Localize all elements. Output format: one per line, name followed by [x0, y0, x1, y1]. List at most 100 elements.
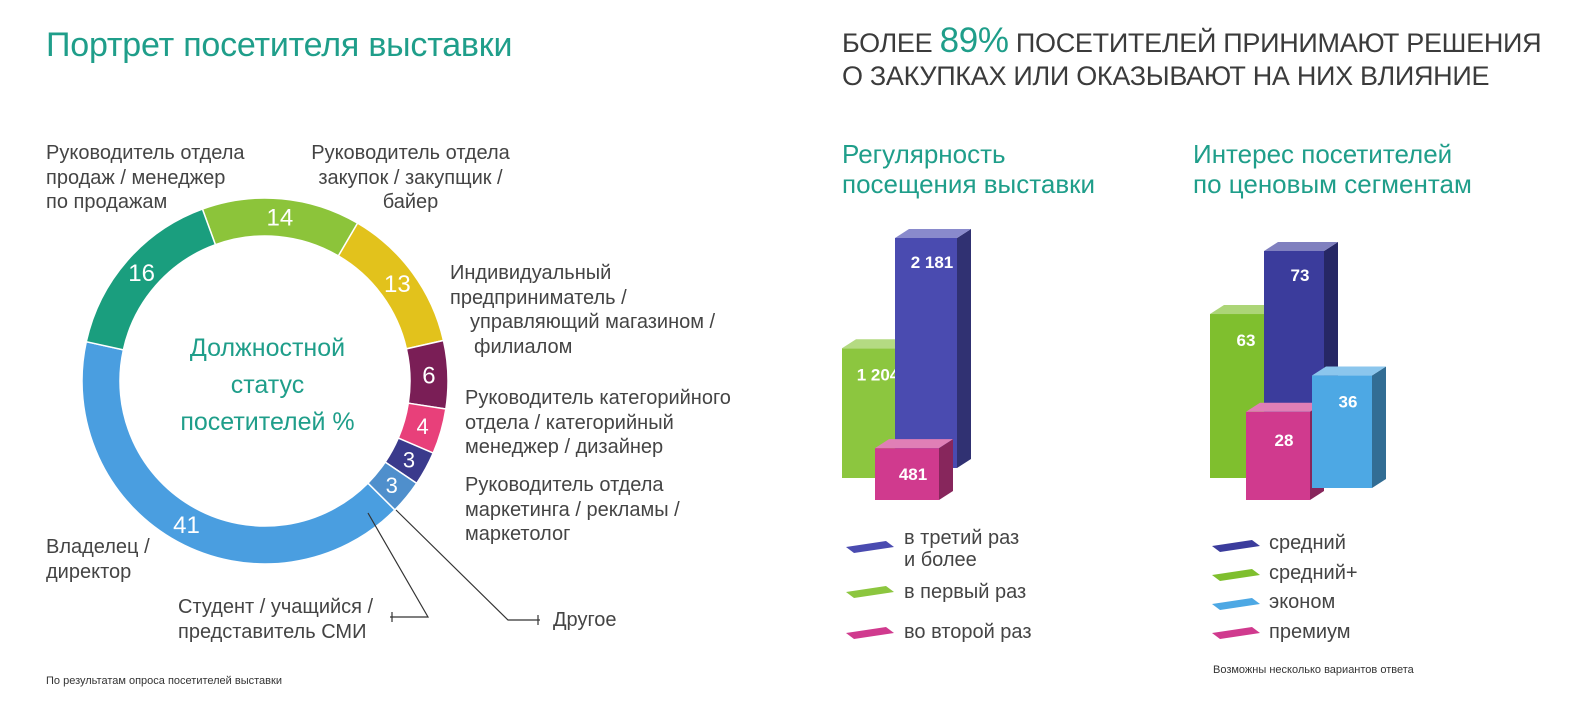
legend-item-middle: средний	[1269, 532, 1346, 554]
donut-slice	[85, 208, 217, 351]
legend-item-premium: премиум	[1269, 621, 1351, 643]
legend-item-first: в первый раз	[904, 581, 1026, 603]
title-line: посещения выставки	[842, 169, 1096, 199]
interest-title: Интерес посетителей по ценовым сегментам	[1193, 139, 1472, 199]
page-title: Портрет посетителя выставки	[46, 26, 513, 64]
legend-item-third: в третий раз и более	[904, 527, 1019, 571]
bar-front	[875, 448, 939, 500]
donut-value-label: 16	[128, 260, 155, 287]
legend-text: во второй раз	[904, 621, 1032, 643]
legend-swatch	[1212, 540, 1260, 552]
bar-side	[939, 439, 953, 500]
bar-value-label: 28	[1275, 431, 1294, 450]
bar-value-label: 1 204	[857, 365, 900, 384]
donut-value-label: 41	[173, 512, 200, 539]
label-purchase: Руководитель отдела закупок / закупщик /…	[303, 141, 518, 215]
label-line: представитель СМИ	[178, 620, 367, 643]
legend-item-second: во второй раз	[904, 621, 1032, 643]
bar-side	[957, 229, 971, 468]
label-sales: Руководитель отдела продаж / менеджер по…	[46, 141, 245, 215]
legend-swatch	[846, 586, 894, 598]
interest-bars: 63 73 28 36	[1210, 242, 1386, 500]
legend-swatch	[1212, 569, 1260, 581]
donut-center-label: Должностной статус посетителей %	[155, 330, 380, 441]
footnote-right: Возможны несколько вариантов ответа	[1213, 664, 1414, 676]
label-owner: Владелец / директор	[46, 535, 150, 584]
donut-center-line: Должностной	[189, 334, 346, 362]
bar-top	[895, 229, 971, 238]
donut-value-label: 6	[422, 362, 435, 389]
bar: 36	[1312, 366, 1386, 488]
label-line: продаж / менеджер	[46, 166, 226, 189]
bar: 481	[875, 439, 953, 500]
label-line: Руководитель отдела	[465, 474, 664, 496]
bar-front	[1312, 375, 1372, 488]
label-line: маркетинга / рекламы /	[465, 498, 680, 521]
donut-value-label: 3	[386, 473, 398, 498]
regularity-legend-swatches	[846, 541, 894, 639]
label-line: байер	[382, 191, 439, 213]
bar-value-label: 481	[899, 465, 927, 484]
label-line: управляющий магазином /	[470, 311, 716, 333]
label-line: Руководитель категорийного	[465, 387, 731, 409]
label-line: маркетолог	[465, 523, 571, 545]
label-line: предприниматель /	[450, 286, 627, 309]
bar-value-label: 63	[1237, 331, 1256, 350]
legend-item-middle-plus: средний+	[1269, 562, 1358, 584]
bar-value-label: 73	[1291, 266, 1310, 285]
label-entrepreneur: Индивидуальный предприниматель / управля…	[450, 261, 715, 359]
legend-text: в первый раз	[904, 581, 1027, 603]
legend-item-economy: эконом	[1269, 591, 1336, 613]
label-line: по продажам	[46, 191, 168, 213]
bar-top	[1312, 366, 1386, 376]
title-line: по ценовым сегментам	[1193, 169, 1472, 199]
headline-accent: 89%	[939, 21, 1009, 60]
label-line: менеджер / дизайнер	[465, 436, 664, 458]
label-other: Другое	[553, 608, 617, 633]
label-category: Руководитель категорийного отдела / кате…	[465, 386, 731, 460]
donut-value-label: 3	[403, 448, 415, 473]
label-line: отдела / категорийный	[465, 411, 674, 434]
bar-front	[895, 238, 957, 468]
donut-value-label: 4	[417, 414, 429, 439]
bar-front	[1246, 411, 1310, 500]
regularity-bars: 1 204 2 181 481	[842, 229, 971, 500]
headline-post: ПОСЕТИТЕЛЕЙ ПРИНИМАЮТ РЕШЕНИЯ	[1008, 28, 1542, 58]
legend-text: в третий раз	[904, 527, 1020, 549]
bar-top	[1246, 402, 1324, 412]
leader-line-student	[367, 512, 430, 618]
legend-swatch	[846, 627, 894, 639]
label-line: Руководитель отдела	[311, 142, 510, 164]
bar-value-label: 2 181	[911, 253, 954, 272]
bar: 2 181	[895, 229, 971, 468]
legend-swatch	[1212, 598, 1260, 610]
donut-value-label: 13	[384, 271, 411, 298]
label-marketing: Руководитель отдела маркетинга / рекламы…	[465, 473, 680, 547]
interest-legend-swatches	[1212, 540, 1260, 639]
label-line: директор	[46, 560, 132, 583]
label-line: закупок / закупщик /	[318, 166, 503, 189]
footnote-left: По результатам опроса посетителей выстав…	[46, 675, 282, 687]
title-line: Регулярность	[842, 139, 1006, 169]
headline-pre: БОЛЕЕ	[842, 28, 940, 58]
bar-top	[875, 439, 953, 449]
bar-side	[1372, 366, 1386, 488]
donut-value-label: 14	[267, 205, 294, 232]
headline: БОЛЕЕ 89% ПОСЕТИТЕЛЕЙ ПРИНИМАЮТ РЕШЕНИЯ …	[842, 21, 1542, 93]
legend-swatch	[1212, 627, 1260, 639]
headline-line2: О ЗАКУПКАХ ИЛИ ОКАЗЫВАЮТ НА НИХ ВЛИЯНИЕ	[842, 61, 1490, 91]
donut-center-line: посетителей %	[180, 408, 355, 436]
label-line: Студент / учащийся /	[178, 596, 374, 618]
regularity-title: Регулярность посещения выставки	[842, 139, 1095, 199]
label-line: филиалом	[474, 335, 573, 358]
bar-top	[1264, 242, 1338, 251]
label-line: Другое	[553, 609, 617, 631]
leader-line-other	[395, 509, 540, 621]
label-line: Руководитель отдела	[46, 142, 245, 164]
title-line: Интерес посетителей	[1193, 139, 1453, 169]
label-student: Студент / учащийся / представитель СМИ	[178, 595, 373, 644]
label-line: Владелец /	[46, 536, 150, 558]
bar-value-label: 36	[1339, 393, 1358, 412]
label-line: Индивидуальный	[450, 262, 612, 284]
